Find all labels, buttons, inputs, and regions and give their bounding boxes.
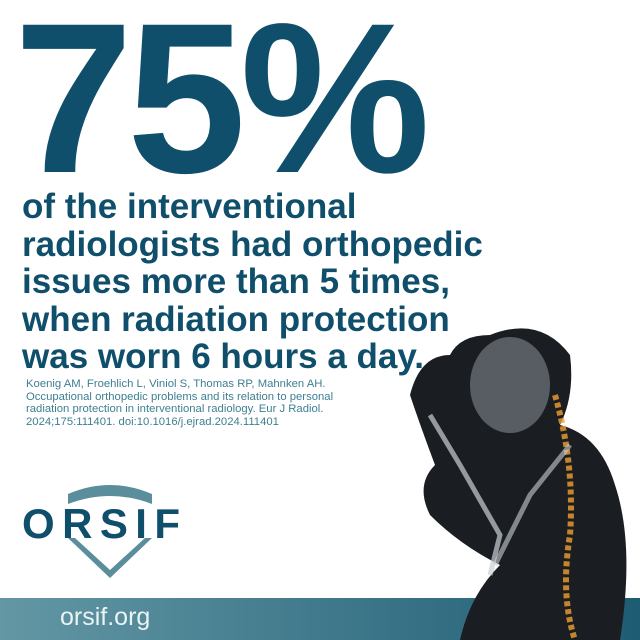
citation-line: 2024;175:111401. doi:10.1016/j.ejrad.202… xyxy=(26,415,279,428)
orsif-logo: ORSIF xyxy=(22,485,180,578)
statement: of the interventional radiologists had o… xyxy=(22,187,483,376)
logo-text: ORSIF xyxy=(22,500,180,547)
website-link[interactable]: orsif.org xyxy=(60,603,151,631)
citation-line: Occupational orthopedic problems and its… xyxy=(26,390,334,403)
statement-line: was worn 6 hours a day. xyxy=(22,337,424,376)
shield-bottom xyxy=(68,538,152,578)
skeleton-figure-icon xyxy=(410,328,627,640)
headline-percent: 75% xyxy=(14,0,430,218)
shield-icon xyxy=(68,485,152,504)
statement-line: when radiation protection xyxy=(22,299,450,339)
citation-line: Koenig AM, Froehlich L, Viniol S, Thomas… xyxy=(26,378,326,390)
statement-line: of the interventional xyxy=(22,187,357,226)
citation: Koenig AM, Froehlich L, Viniol S, Thomas… xyxy=(26,378,386,428)
statement-line: radiologists had orthopedic xyxy=(22,224,483,264)
statement-line: issues more than 5 times, xyxy=(22,262,450,301)
citation-line: radiation protection in interventional r… xyxy=(26,403,324,416)
